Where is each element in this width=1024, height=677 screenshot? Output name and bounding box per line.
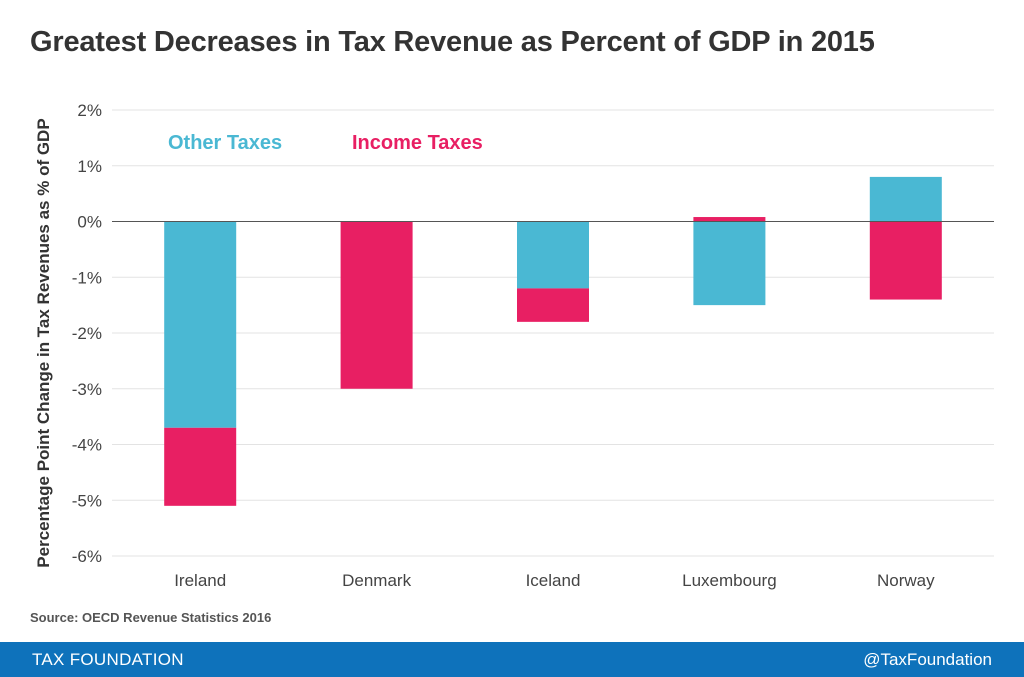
chart-title: Greatest Decreases in Tax Revenue as Per… bbox=[30, 26, 875, 58]
bar-other-taxes bbox=[164, 221, 237, 428]
x-tick-label: Norway bbox=[877, 571, 935, 590]
bar-income-taxes bbox=[340, 221, 413, 389]
bar-income-taxes bbox=[869, 221, 942, 300]
gridlines bbox=[112, 109, 994, 557]
y-tick-label: -5% bbox=[72, 491, 102, 510]
legend-item: Income Taxes bbox=[352, 132, 483, 154]
footer-handle: @TaxFoundation bbox=[863, 650, 992, 669]
y-axis-label: Percentage Point Change in Tax Revenues … bbox=[34, 118, 53, 567]
bars bbox=[164, 176, 942, 506]
bar-other-taxes bbox=[693, 221, 766, 306]
footer-bar: TAX FOUNDATION @TaxFoundation bbox=[0, 642, 1024, 677]
x-tick-label: Iceland bbox=[526, 571, 581, 590]
x-tick-labels: Ireland Denmark Iceland Luxembourg Norway bbox=[174, 571, 935, 590]
y-tick-label: -3% bbox=[72, 380, 102, 399]
x-tick-label: Ireland bbox=[174, 571, 226, 590]
x-tick-label: Denmark bbox=[342, 571, 411, 590]
x-tick-label: Luxembourg bbox=[682, 571, 777, 590]
footer-brand: TAX FOUNDATION bbox=[32, 650, 184, 669]
y-tick-label: 1% bbox=[77, 157, 102, 176]
bar-other-taxes bbox=[869, 176, 942, 222]
y-tick-label: -6% bbox=[72, 547, 102, 566]
chart: 2%1%0%-1%-2%-3%-4%-5%-6% Ireland Denmark I… bbox=[34, 101, 994, 590]
y-tick-label: 0% bbox=[77, 213, 102, 232]
y-tick-label: 2% bbox=[77, 101, 102, 120]
bar-other-taxes bbox=[517, 221, 589, 289]
bar-income-taxes bbox=[164, 427, 237, 506]
bar-income-taxes bbox=[693, 217, 766, 222]
y-tick-label: -2% bbox=[72, 324, 102, 343]
y-tick-labels: 2% 1% 0% -1% -2% -3% -4% -5% -6% bbox=[72, 101, 102, 566]
bar-income-taxes bbox=[517, 288, 589, 322]
y-tick-label: -1% bbox=[72, 268, 102, 287]
y-tick-label: -4% bbox=[72, 436, 102, 455]
source-note: Source: OECD Revenue Statistics 2016 bbox=[30, 610, 272, 625]
legend-item: Other Taxes bbox=[168, 132, 282, 154]
legend: Other Taxes Income Taxes bbox=[168, 132, 483, 154]
